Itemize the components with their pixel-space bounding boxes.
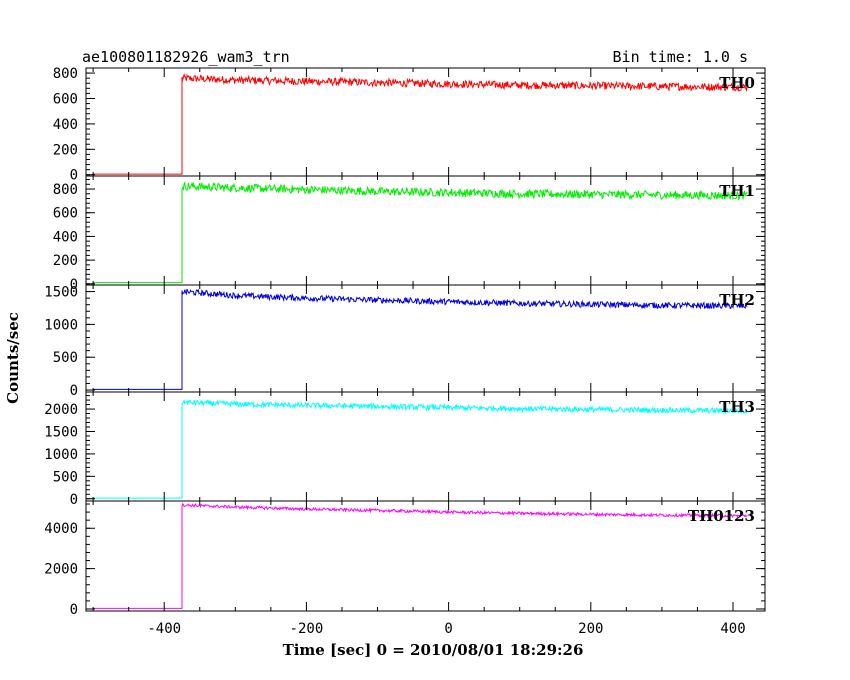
y-tick-label: 400 [53,117,78,133]
y-tick-label: 0 [70,277,78,293]
series-line-th3 [93,399,748,499]
y-tick-label: 600 [53,91,78,107]
panel-th2: 0 500 1000 1500 TH2 [44,284,766,399]
y-tick-label: 1000 [44,447,78,463]
y-tick-label: 800 [53,182,78,198]
chart-title: ae100801182926_wam3_trn [82,48,290,66]
y-tick-label: 800 [53,66,78,82]
y-tick-label: 1000 [44,317,78,333]
x-tick-label: 400 [720,621,745,637]
panel-label-th2: TH2 [719,291,755,309]
series-line-th0123 [93,502,748,609]
panel-label-th0123: TH0123 [688,507,755,525]
y-tick-label: 400 [53,229,78,245]
y-tick-label: 0 [70,383,78,399]
series-line-th0 [93,72,748,175]
panel-frame [85,500,766,612]
x-tick-label: -200 [290,621,324,637]
x-tick-label: 200 [578,621,603,637]
y-tick-label: 2000 [44,562,78,578]
x-tick-label: 0 [444,621,452,637]
y-tick-label: 1500 [44,285,78,301]
panel-th3: 0 500 1000 1500 2000 TH3 [44,391,766,508]
y-tick-label: 200 [53,253,78,269]
y-tick-label: 0 [70,168,78,184]
y-tick-label: 2000 [44,402,78,418]
panel-label-th0: TH0 [719,74,755,92]
x-axis-label: Time [sec] 0 = 2010/08/01 18:29:26 [283,641,584,659]
panel-label-th3: TH3 [719,398,755,416]
x-tick-label: -400 [147,621,181,637]
series-line-th1 [93,181,748,284]
y-axis-label: Counts/sec [4,312,22,404]
y-tick-label: 1500 [44,424,78,440]
y-tick-label: 500 [53,469,78,485]
panel-th0123: 0 2000 4000 TH0123 [44,500,766,618]
y-tick-label: 200 [53,142,78,158]
panels-group: 0 200 400 600 800 TH0 0 200 400 600 800 TH1 0 500 1000… [44,66,766,637]
panel-th1: 0 200 400 600 800 TH1 [53,175,766,293]
series-line-th2 [93,288,748,390]
y-tick-label: 0 [70,492,78,508]
y-tick-label: 500 [53,350,78,366]
y-tick-label: 4000 [44,521,78,537]
panel-th0: 0 200 400 600 800 TH0 [53,66,766,184]
y-tick-label: 600 [53,206,78,222]
bin-time-label: Bin time: 1.0 s [613,48,748,66]
y-tick-label: 0 [70,602,78,618]
panel-label-th1: TH1 [719,182,755,200]
